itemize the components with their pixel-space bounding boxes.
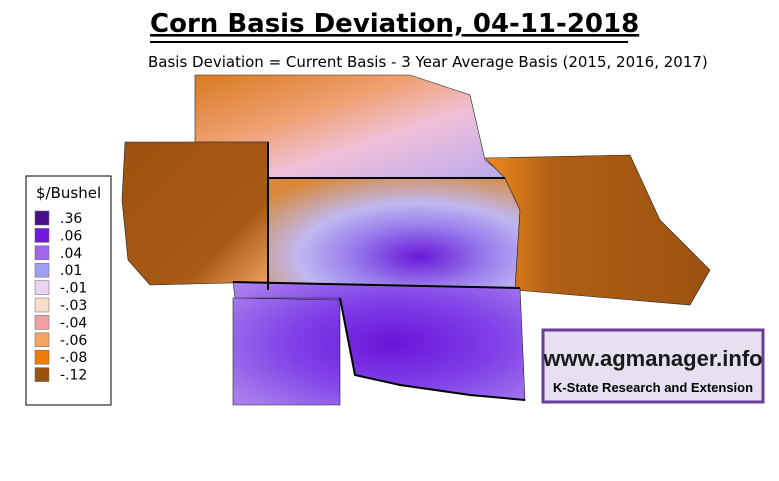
kansas bbox=[267, 177, 521, 291]
legend-swatch bbox=[34, 228, 50, 243]
legend-label: .01 bbox=[60, 263, 82, 279]
state-borders bbox=[232, 142, 526, 401]
legend-title: $/Bushel bbox=[36, 184, 101, 202]
legend-swatch bbox=[34, 332, 50, 348]
legend-label: .04 bbox=[60, 246, 82, 262]
map bbox=[121, 74, 711, 406]
legend-label: -.01 bbox=[60, 281, 87, 297]
logo-url: www.agmanager.info bbox=[542, 346, 762, 371]
legend-label: .06 bbox=[60, 228, 82, 244]
legend-swatch bbox=[34, 280, 50, 295]
legend-swatch bbox=[34, 297, 50, 313]
legend-swatch bbox=[34, 315, 50, 330]
legend-swatch bbox=[34, 210, 50, 226]
logo-org: K-State Research and Extension bbox=[553, 380, 753, 395]
legend-label: -.12 bbox=[60, 368, 87, 384]
legend-items: .36.06 .04.01 -.01-.03-.04 -.06-.08 -.12 bbox=[34, 210, 87, 384]
logo-box bbox=[541, 328, 765, 404]
legend-label: -.06 bbox=[60, 333, 87, 349]
legend-swatch bbox=[34, 349, 50, 365]
colorado bbox=[121, 141, 269, 286]
legend-swatch bbox=[34, 262, 50, 278]
legend-swatch bbox=[34, 245, 50, 261]
subtitle: Basis Deviation = Current Basis - 3 Year… bbox=[148, 53, 708, 71]
legend-label: -.08 bbox=[60, 350, 87, 366]
legend-label: -.04 bbox=[60, 315, 87, 331]
oklahoma bbox=[232, 281, 526, 406]
legend-label: -.03 bbox=[60, 298, 87, 314]
missouri bbox=[484, 154, 711, 306]
title: Corn Basis Deviation, 04-11-2018 bbox=[150, 9, 639, 39]
legend-swatch bbox=[34, 367, 50, 382]
legend-label: .36 bbox=[60, 211, 82, 227]
